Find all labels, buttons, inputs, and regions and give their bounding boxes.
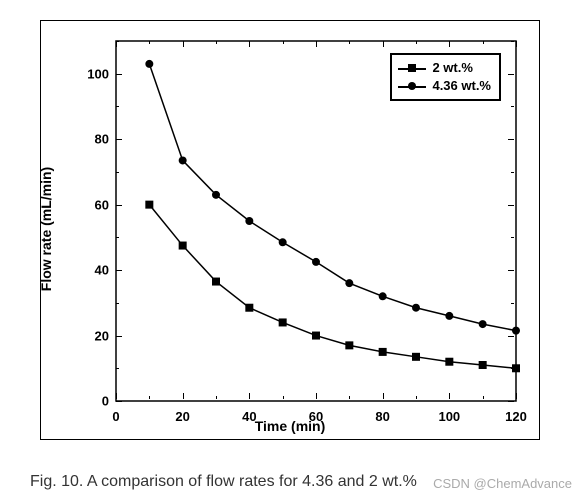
x-tick [116, 41, 117, 47]
y-tick [116, 139, 122, 140]
y-tick [508, 139, 514, 140]
y-tick [508, 205, 514, 206]
x-tick-minor [416, 396, 417, 399]
legend-label: 4.36 wt.% [432, 77, 491, 95]
x-tick [183, 393, 184, 399]
x-tick-minor [216, 396, 217, 399]
y-tick [508, 74, 514, 75]
x-tick [249, 41, 250, 47]
x-tick-minor [483, 396, 484, 399]
y-tick [508, 336, 514, 337]
figure-container: 2 wt.% 4.36 wt.% 020406080100 0204060801… [0, 0, 582, 501]
y-tick [116, 336, 122, 337]
x-tick-label: 20 [175, 409, 189, 424]
y-tick-minor [116, 368, 119, 369]
x-tick [249, 393, 250, 399]
x-tick [116, 393, 117, 399]
x-tick-minor [283, 41, 284, 44]
y-tick-minor [116, 303, 119, 304]
y-tick-minor [511, 368, 514, 369]
figure-caption: Fig. 10. A comparison of flow rates for … [30, 473, 417, 491]
y-tick-minor [511, 106, 514, 107]
y-tick-label: 0 [79, 394, 109, 409]
y-tick-minor [116, 237, 119, 238]
y-tick-label: 40 [79, 263, 109, 278]
x-tick [316, 41, 317, 47]
y-tick-label: 20 [79, 328, 109, 343]
y-tick-minor [511, 237, 514, 238]
legend-label: 2 wt.% [432, 59, 472, 77]
y-tick [508, 270, 514, 271]
x-tick-minor [283, 396, 284, 399]
y-tick-minor [116, 172, 119, 173]
y-tick-minor [511, 303, 514, 304]
legend-box: 2 wt.% 4.36 wt.% [390, 53, 501, 101]
x-tick-label: 100 [438, 409, 460, 424]
x-tick-minor [149, 41, 150, 44]
y-tick-label: 80 [79, 132, 109, 147]
plot-region: 2 wt.% 4.36 wt.% [116, 41, 516, 401]
x-tick-minor [416, 41, 417, 44]
y-tick-label: 100 [79, 66, 109, 81]
y-tick-minor [511, 41, 514, 42]
y-axis-label: Flow rate (mL/min) [38, 167, 54, 291]
x-tick [183, 41, 184, 47]
y-tick-minor [511, 172, 514, 173]
y-tick [116, 74, 122, 75]
x-tick-label: 120 [505, 409, 527, 424]
legend-marker-circle [398, 81, 426, 91]
legend-marker-square [398, 63, 426, 73]
x-tick [383, 41, 384, 47]
chart-frame: 2 wt.% 4.36 wt.% 020406080100 0204060801… [40, 20, 540, 440]
x-tick-minor [149, 396, 150, 399]
y-tick-label: 60 [79, 197, 109, 212]
x-tick [516, 41, 517, 47]
x-tick [449, 393, 450, 399]
y-tick [116, 401, 122, 402]
x-tick [449, 41, 450, 47]
x-tick [316, 393, 317, 399]
legend-item: 4.36 wt.% [398, 77, 491, 95]
watermark-text: CSDN @ChemAdvance [433, 476, 572, 491]
x-tick [516, 393, 517, 399]
y-tick [116, 205, 122, 206]
x-tick-minor [483, 41, 484, 44]
x-tick [383, 393, 384, 399]
x-tick-minor [349, 41, 350, 44]
legend-item: 2 wt.% [398, 59, 491, 77]
x-tick-minor [349, 396, 350, 399]
x-tick-minor [216, 41, 217, 44]
x-axis-label: Time (min) [255, 418, 326, 434]
y-tick [116, 270, 122, 271]
x-tick-label: 0 [112, 409, 119, 424]
x-tick-label: 80 [375, 409, 389, 424]
y-tick-minor [116, 106, 119, 107]
y-tick [508, 401, 514, 402]
